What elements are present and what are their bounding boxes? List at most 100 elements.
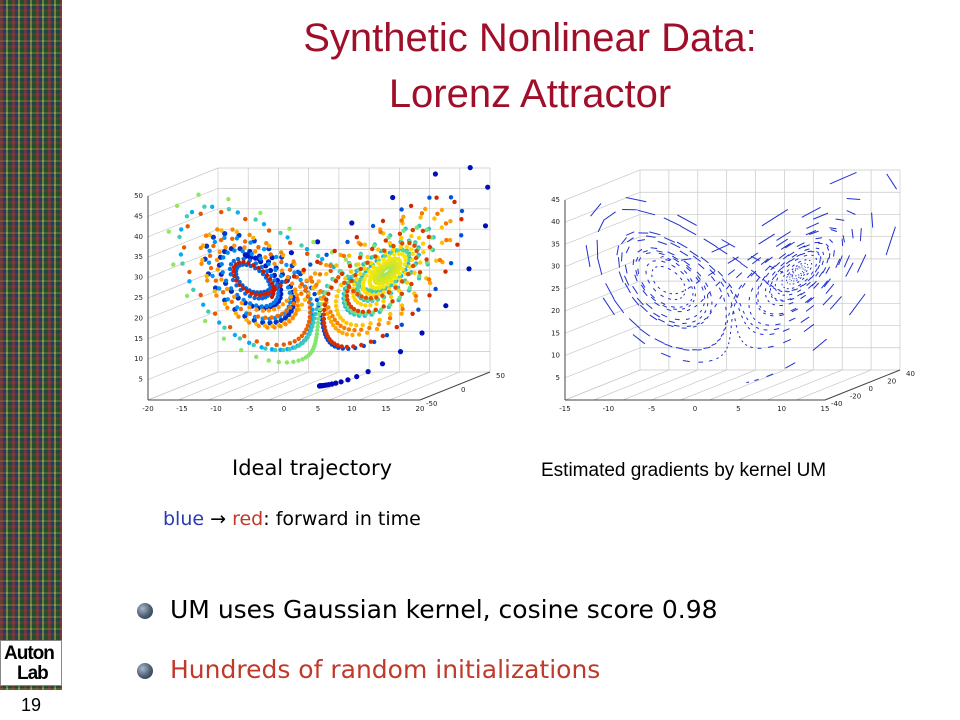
gradient-arrow — [806, 272, 809, 276]
x-tick-label: 0 — [282, 405, 286, 413]
trajectory-point — [359, 327, 364, 332]
gradient-arrow — [856, 254, 867, 273]
gradient-arrow — [799, 284, 804, 288]
gradient-arrow — [596, 256, 603, 275]
trajectory-point — [400, 306, 405, 312]
trajectory-point — [389, 275, 394, 281]
trajectory-point — [259, 304, 264, 309]
z-tick-label: 10 — [551, 352, 560, 360]
trajectory-point — [174, 203, 180, 208]
gradient-arrow — [788, 317, 796, 322]
trajectory-point — [401, 214, 406, 219]
trajectory-point — [427, 244, 432, 250]
gradient-arrow — [677, 214, 697, 226]
gradient-arrow — [639, 328, 651, 337]
trajectory-point — [373, 254, 378, 259]
gradient-arrow — [797, 289, 802, 293]
grid-line — [738, 369, 814, 401]
trajectory-point — [274, 282, 279, 288]
trajectory-point — [206, 260, 212, 265]
trajectory-point — [291, 259, 296, 264]
trajectory-point — [177, 234, 182, 240]
trajectory-point — [314, 297, 320, 303]
trajectory-point — [228, 272, 233, 277]
gradient-arrow — [667, 298, 672, 300]
trajectory-point — [367, 325, 372, 331]
gradient-arrow — [686, 325, 692, 327]
gradient-arrow — [696, 322, 701, 325]
trajectory-point — [315, 320, 321, 325]
gradient-arrow — [791, 287, 795, 289]
gradient-arrow — [815, 247, 820, 250]
gradient-arrow — [728, 283, 733, 289]
gradient-arrow — [804, 278, 808, 282]
trajectory-point — [171, 262, 176, 267]
trajectory-point — [370, 246, 375, 252]
gradient-arrow — [777, 292, 780, 295]
gradient-arrow — [846, 198, 861, 200]
gradient-arrow — [689, 250, 699, 258]
trajectory-point — [412, 270, 417, 276]
gradient-arrow — [699, 309, 703, 313]
gradient-arrow — [635, 269, 638, 277]
gradient-arrow — [704, 310, 707, 314]
grid-line — [767, 369, 843, 401]
trajectory-point — [307, 331, 312, 337]
gradient-arrow — [818, 271, 824, 278]
trajectory-point — [292, 270, 297, 275]
gradient-arrow — [835, 258, 841, 269]
gradient-arrow — [823, 278, 831, 288]
trajectory-point — [198, 292, 203, 298]
gradient-arrow — [716, 339, 720, 342]
bullet-icon — [137, 663, 153, 679]
gradient-arrow — [649, 314, 658, 321]
gradient-arrow — [794, 268, 797, 270]
trajectory-point — [222, 325, 227, 330]
trajectory-point — [412, 243, 417, 248]
trajectory-point — [432, 171, 438, 177]
gradient-arrow — [640, 304, 648, 313]
gradient-arrow — [799, 277, 802, 279]
trajectory-point — [427, 293, 432, 298]
trajectory-point — [414, 248, 419, 254]
trajectory-point — [416, 235, 422, 241]
gradient-arrow — [696, 271, 702, 277]
gradient-arrow — [689, 278, 693, 282]
gradient-arrow — [817, 264, 821, 269]
trajectory-point — [280, 311, 285, 317]
trajectory-point — [335, 343, 340, 348]
trajectory-point — [455, 242, 460, 247]
trajectory-point — [287, 240, 293, 245]
trajectory-point — [362, 242, 368, 247]
grid-line — [680, 369, 756, 401]
gradient-arrow — [785, 260, 791, 265]
gradient-arrow — [657, 286, 661, 290]
gradient-arrow — [814, 241, 820, 244]
gradient-arrow — [798, 260, 802, 263]
trajectory-point — [324, 271, 329, 277]
grid-line — [178, 371, 249, 401]
trajectory-point — [241, 260, 246, 265]
gradient-arrow — [650, 296, 657, 302]
trajectory-point — [308, 328, 314, 333]
gradient-arrow — [797, 283, 802, 287]
trajectory-point — [381, 284, 386, 289]
gradient-arrow — [788, 302, 794, 305]
gradient-arrow — [679, 277, 683, 281]
trajectory-point — [360, 309, 366, 314]
gradient-arrow — [771, 271, 776, 276]
grid-line — [359, 371, 430, 401]
trajectory-point — [448, 219, 453, 224]
gradient-arrow — [621, 237, 627, 245]
z-tick-label: 30 — [551, 263, 560, 271]
gradient-arrow — [687, 278, 690, 282]
x-tick-label: -20 — [142, 405, 153, 413]
trajectory-point — [328, 263, 333, 268]
trajectory-point — [269, 294, 275, 299]
gradient-arrow — [690, 298, 693, 302]
gradient-arrow — [645, 252, 651, 255]
trajectory-point — [376, 322, 382, 327]
trajectory-point — [222, 235, 227, 240]
slide-title-line2: Lorenz Attractor — [388, 72, 672, 116]
gradient-arrow — [765, 265, 771, 271]
